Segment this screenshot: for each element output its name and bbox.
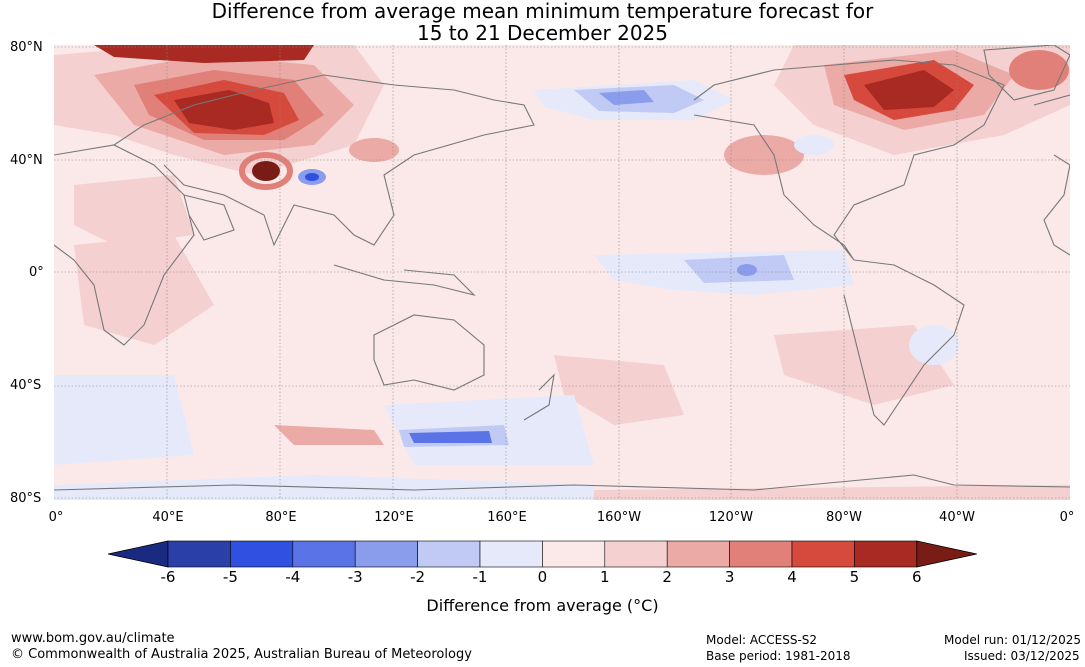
- anomaly-east-asia-warm: [349, 138, 399, 162]
- coastlines: [54, 45, 1070, 491]
- colorbar-segment: [729, 540, 793, 568]
- anomaly-southern-ocean-warm: [274, 425, 384, 445]
- anomaly-arctic-warm: [94, 45, 314, 63]
- lon-label-160w: 160°W: [596, 510, 642, 525]
- coastline-australia: [373, 314, 485, 391]
- colorbar-tick-label: -3: [347, 568, 363, 586]
- anomaly-canada-warm-4: [864, 70, 954, 110]
- colorbar-extend-high: [916, 540, 977, 568]
- anomaly-south-pacific-warm: [554, 355, 684, 425]
- anomaly-bering-cool-3: [599, 90, 654, 105]
- map-title-line2: 15 to 21 December 2025: [416, 21, 668, 45]
- footer-issued: Issued: 03/12/2025: [964, 649, 1080, 663]
- colorbar-tick-label: 1: [600, 568, 610, 586]
- warm-anomaly-areas: [54, 45, 1070, 500]
- colorbar-tick-label: 6: [912, 568, 922, 586]
- coastline-greenland: [983, 45, 1070, 101]
- colorbar-segment: [167, 540, 231, 568]
- colorbar-segment: [479, 540, 543, 568]
- colorbar-title: Difference from average (°C): [426, 596, 659, 615]
- anomaly-north-africa-warm: [74, 175, 194, 245]
- footer-model-run: Model run: 01/12/2025: [944, 633, 1082, 647]
- colorbar: [108, 540, 977, 568]
- colorbar-tick-label: 2: [662, 568, 672, 586]
- anomaly-central-asia-halo: [239, 152, 293, 190]
- anomaly-tibet-cool-core: [305, 173, 319, 181]
- coastline-eurasia: [113, 74, 535, 247]
- lat-label-80n: 80°N: [10, 40, 43, 55]
- lat-label-80s: 80°S: [10, 491, 42, 506]
- footer-website: www.bom.gov.au/climate: [11, 631, 175, 646]
- colorbar-tick-label: -4: [285, 568, 301, 586]
- anomaly-equatorial-pacific-cool-3: [737, 264, 757, 276]
- coastline-north-america: [693, 59, 1005, 261]
- colorbar-tick-label: 0: [537, 568, 548, 586]
- coastline-europe: [1033, 94, 1070, 256]
- map-title-line1: Difference from average mean minimum tem…: [211, 0, 874, 23]
- colorbar-tick-label: -2: [410, 568, 426, 586]
- colorbar-segment: [230, 540, 294, 568]
- lat-label-equator: 0°: [29, 265, 44, 280]
- footer-base-period: Base period: 1981-2018: [706, 649, 851, 663]
- lon-label-0-left: 0°: [48, 510, 64, 525]
- colorbar-tick-label: -1: [472, 568, 488, 586]
- anomaly-southern-ocean-cool-4: [409, 431, 492, 443]
- colorbar-segment: [854, 540, 918, 568]
- anomaly-canada-cool: [794, 135, 834, 155]
- lon-label-120e: 120°E: [374, 510, 414, 525]
- colorbar-tick-label: 4: [787, 568, 797, 586]
- colorbar-segment: [791, 540, 855, 568]
- coastline-new-zealand: [523, 373, 555, 421]
- coastline-africa: [54, 144, 195, 346]
- forecast-map: [54, 45, 1070, 500]
- anomaly-indian-ocean-warm: [74, 235, 214, 345]
- anomaly-usa-warm: [724, 135, 804, 175]
- anomaly-southern-ocean-cool-1: [54, 375, 194, 465]
- colorbar-segment: [354, 540, 418, 568]
- colorbar-tick-label: -6: [160, 568, 176, 586]
- anomaly-central-asia-hotspot: [252, 161, 280, 181]
- footer-copyright: © Commonwealth of Australia 2025, Austra…: [11, 647, 472, 662]
- coastline-arabia: [183, 194, 235, 241]
- graticule: [54, 45, 1070, 500]
- colorbar-segment: [604, 540, 668, 568]
- colorbar-extend-low: [108, 540, 169, 568]
- anomaly-greenland-warm: [1009, 50, 1069, 90]
- footer-model: Model: ACCESS-S2: [706, 633, 818, 647]
- colorbar-segment: [542, 540, 606, 568]
- coastline-antarctica: [54, 474, 1070, 491]
- anomaly-eurasia-warm-5: [174, 90, 274, 130]
- lon-label-80w: 80°W: [826, 510, 862, 525]
- colorbar-tick-label: 3: [724, 568, 735, 586]
- coastline-indonesia: [333, 264, 476, 297]
- colorbar-segment: [666, 540, 730, 568]
- lon-label-120w: 120°W: [708, 510, 754, 525]
- colorbar-segment: [292, 540, 356, 568]
- lon-label-160e: 160°E: [487, 510, 527, 525]
- lon-label-0-right: 0°: [1059, 510, 1075, 525]
- lat-label-40s: 40°S: [10, 378, 42, 393]
- anomaly-south-america-cool: [909, 325, 959, 365]
- coastline-south-america: [843, 259, 965, 426]
- lon-label-80e: 80°E: [265, 510, 297, 525]
- lat-label-40n: 40°N: [10, 153, 43, 168]
- lon-label-40w: 40°W: [939, 510, 975, 525]
- lon-label-40e: 40°E: [152, 510, 184, 525]
- colorbar-tick-label: 5: [849, 568, 860, 586]
- colorbar-segment: [417, 540, 481, 568]
- colorbar-tick-label: -5: [222, 568, 238, 586]
